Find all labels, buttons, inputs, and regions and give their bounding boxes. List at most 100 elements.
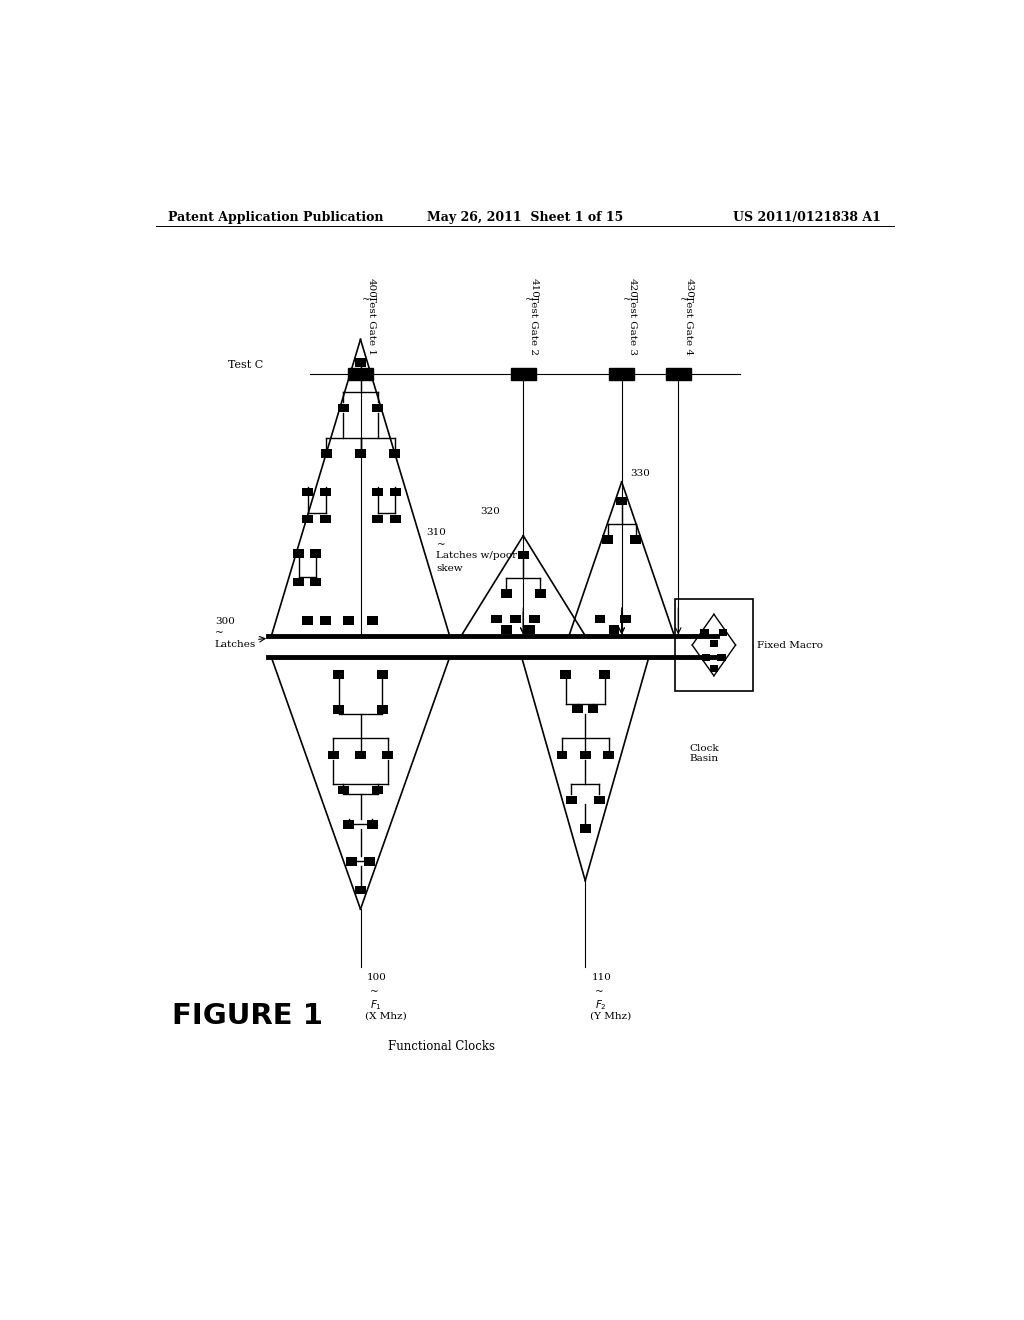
- Bar: [524, 626, 535, 634]
- Text: ~: ~: [595, 987, 603, 995]
- Bar: [321, 487, 331, 496]
- Bar: [348, 368, 373, 380]
- Text: Functional Clocks: Functional Clocks: [388, 1040, 495, 1053]
- Bar: [529, 615, 541, 623]
- Bar: [334, 705, 344, 714]
- Text: ~: ~: [215, 628, 223, 638]
- Bar: [355, 449, 366, 458]
- Bar: [355, 358, 366, 367]
- Bar: [321, 616, 331, 624]
- Text: Patent Application Publication: Patent Application Publication: [168, 211, 384, 224]
- Bar: [490, 615, 502, 623]
- Bar: [367, 616, 378, 624]
- Bar: [310, 549, 321, 557]
- Bar: [557, 751, 567, 759]
- Bar: [595, 615, 605, 623]
- Bar: [338, 404, 349, 412]
- Text: ~: ~: [680, 296, 688, 305]
- Bar: [372, 404, 383, 412]
- Text: (Y Mhz): (Y Mhz): [590, 1011, 631, 1020]
- Bar: [302, 515, 313, 523]
- Bar: [599, 671, 610, 678]
- Bar: [603, 751, 614, 759]
- Bar: [355, 751, 366, 759]
- Text: ~: ~: [436, 540, 445, 549]
- Text: (X Mhz): (X Mhz): [366, 1011, 407, 1020]
- Bar: [382, 751, 393, 759]
- Bar: [602, 536, 613, 544]
- Bar: [367, 820, 378, 829]
- Text: US 2011/0121838 A1: US 2011/0121838 A1: [733, 211, 882, 224]
- Bar: [343, 616, 354, 624]
- Text: 300: 300: [215, 616, 234, 626]
- Bar: [372, 487, 383, 496]
- Text: 410: 410: [529, 277, 539, 297]
- Bar: [321, 449, 332, 458]
- Text: ~: ~: [624, 296, 632, 305]
- Bar: [588, 705, 598, 713]
- Text: 400: 400: [367, 277, 376, 297]
- Bar: [355, 886, 366, 894]
- Bar: [666, 368, 690, 380]
- Bar: [609, 368, 634, 380]
- Text: Clock
Basin: Clock Basin: [689, 743, 719, 763]
- Bar: [511, 368, 536, 380]
- Text: 330: 330: [630, 469, 650, 478]
- Bar: [390, 487, 400, 496]
- Text: 110: 110: [592, 973, 611, 982]
- Text: May 26, 2011  Sheet 1 of 15: May 26, 2011 Sheet 1 of 15: [427, 211, 623, 224]
- Bar: [390, 515, 400, 523]
- Bar: [328, 751, 339, 759]
- Bar: [594, 796, 604, 804]
- Text: 320: 320: [480, 507, 501, 516]
- Bar: [372, 515, 383, 523]
- Bar: [346, 857, 356, 866]
- Bar: [518, 550, 528, 560]
- Text: Test Gate 3: Test Gate 3: [628, 294, 637, 355]
- Text: Test Gate 1: Test Gate 1: [367, 294, 376, 355]
- Text: FIGURE 1: FIGURE 1: [172, 1002, 324, 1030]
- Bar: [621, 615, 631, 623]
- Bar: [377, 705, 388, 714]
- Text: $F_2$: $F_2$: [595, 998, 606, 1011]
- Text: ~: ~: [362, 296, 371, 305]
- Text: 310: 310: [426, 528, 446, 537]
- Bar: [377, 671, 388, 678]
- Bar: [560, 671, 571, 678]
- Bar: [580, 824, 591, 833]
- Text: 430: 430: [684, 277, 693, 297]
- Bar: [293, 549, 304, 557]
- Bar: [334, 671, 344, 678]
- Bar: [710, 665, 718, 672]
- Text: skew: skew: [436, 564, 463, 573]
- Text: Latches: Latches: [215, 640, 256, 648]
- Bar: [719, 630, 727, 636]
- Bar: [710, 640, 718, 647]
- Bar: [572, 705, 583, 713]
- Bar: [302, 487, 313, 496]
- Bar: [675, 599, 753, 692]
- Bar: [718, 653, 726, 661]
- Bar: [501, 589, 512, 598]
- Bar: [338, 785, 349, 795]
- Text: Test C: Test C: [228, 360, 263, 370]
- Bar: [700, 630, 709, 636]
- Bar: [510, 615, 521, 623]
- Text: Fixed Macro: Fixed Macro: [758, 640, 823, 649]
- Bar: [566, 796, 577, 804]
- Text: ~: ~: [370, 987, 379, 995]
- Text: Test Gate 2: Test Gate 2: [529, 294, 539, 355]
- Text: 420: 420: [628, 277, 637, 297]
- Bar: [608, 626, 620, 634]
- Bar: [701, 653, 711, 661]
- Text: ~: ~: [524, 296, 534, 305]
- Bar: [580, 751, 591, 759]
- Text: $F_1$: $F_1$: [370, 998, 382, 1011]
- Bar: [310, 578, 321, 586]
- Bar: [372, 785, 383, 795]
- Text: Latches w/poor: Latches w/poor: [436, 552, 517, 560]
- Bar: [321, 515, 331, 523]
- Bar: [343, 820, 354, 829]
- Bar: [389, 449, 400, 458]
- Bar: [630, 536, 641, 544]
